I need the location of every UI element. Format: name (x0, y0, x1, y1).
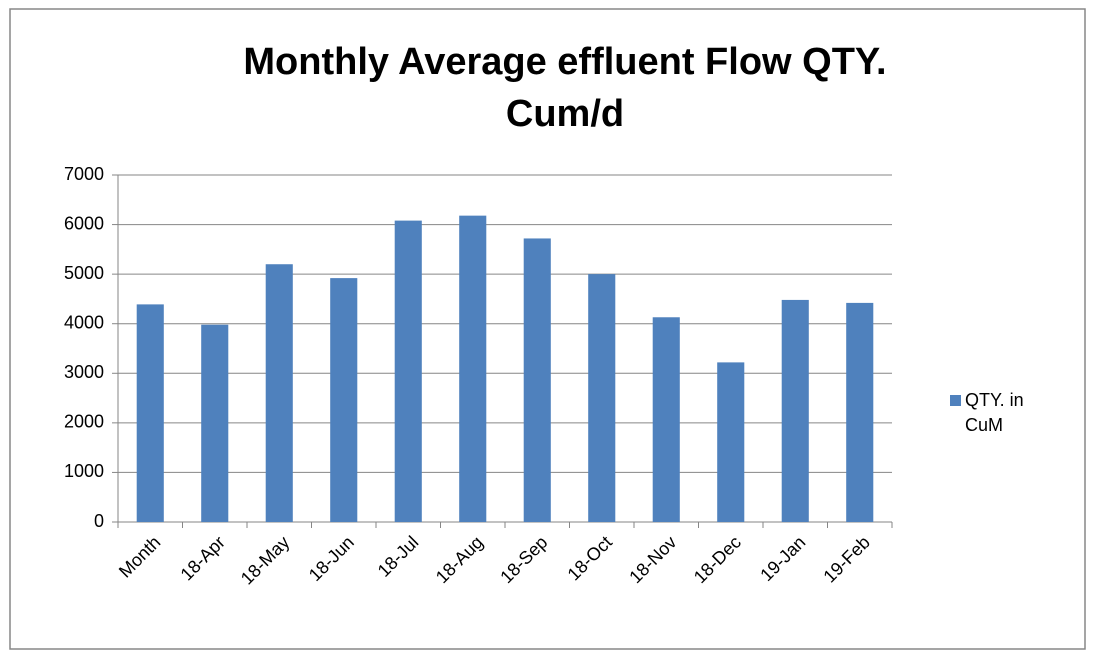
x-tick-label: 19-Jan (756, 532, 809, 585)
bar (459, 215, 487, 523)
x-tick-label: 18-Dec (690, 532, 745, 587)
legend: QTY. in CuM (950, 388, 1040, 438)
chart-border (9, 8, 1086, 650)
x-tick-label: 19-Feb (819, 532, 873, 586)
bar (717, 362, 745, 522)
bar (652, 317, 680, 522)
x-tick-label: 18-Apr (177, 532, 229, 584)
x-tick-label: 18-Nov (625, 532, 680, 587)
y-tick-label: 1000 (64, 461, 104, 481)
x-tick-label: Month (115, 532, 165, 582)
x-tick-label: 18-Sep (496, 532, 551, 587)
bar (781, 299, 809, 522)
legend-label: QTY. in CuM (965, 390, 1024, 435)
legend-swatch (950, 395, 961, 406)
y-tick-label: 0 (94, 511, 104, 531)
y-tick-label: 3000 (64, 362, 104, 382)
bar (201, 324, 229, 522)
x-tick-label: 18-Jul (374, 532, 423, 581)
y-tick-label: 2000 (64, 412, 104, 432)
x-tick-label: 18-Aug (432, 532, 487, 587)
bar (523, 238, 551, 523)
bar (330, 278, 358, 522)
chart-title: Monthly Average effluent Flow QTY. (243, 41, 886, 83)
bar (136, 304, 164, 522)
y-tick-label: 4000 (64, 312, 104, 332)
bar (394, 220, 422, 522)
y-tick-label: 5000 (64, 263, 104, 283)
x-tick-label: 18-Oct (564, 532, 616, 584)
y-tick-label: 6000 (64, 213, 104, 233)
bar (588, 274, 616, 522)
bar (846, 302, 874, 522)
x-tick-label: 18-Jun (305, 532, 358, 585)
chart-title: Cum/d (506, 93, 624, 135)
y-tick-label: 7000 (64, 164, 104, 184)
bar (265, 264, 293, 522)
x-tick-label: 18-May (237, 532, 294, 589)
